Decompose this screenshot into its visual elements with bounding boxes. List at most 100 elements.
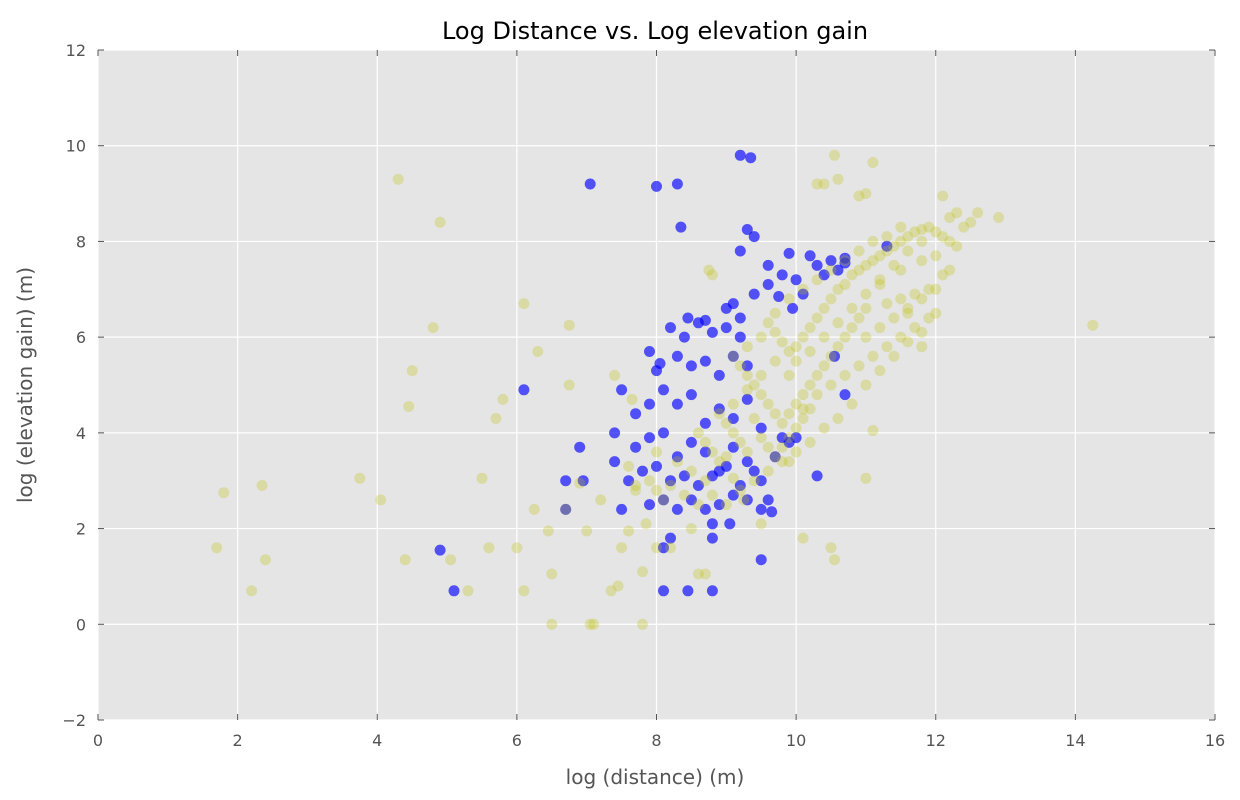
data-point	[626, 393, 638, 405]
data-point	[434, 216, 446, 228]
x-tick-label: 8	[651, 731, 661, 750]
data-point	[762, 317, 774, 329]
data-point	[853, 190, 865, 202]
data-point	[825, 350, 837, 362]
data-point	[490, 413, 502, 424]
data-point	[881, 245, 893, 257]
data-point	[354, 472, 366, 484]
data-point	[916, 255, 928, 267]
x-tick-label: 16	[1205, 731, 1225, 750]
data-point	[811, 470, 823, 482]
x-tick-label: 12	[926, 731, 946, 750]
data-point	[623, 525, 635, 537]
data-point	[797, 288, 809, 300]
data-point	[528, 503, 540, 515]
data-point	[644, 398, 655, 410]
data-point	[766, 506, 778, 518]
data-point	[748, 465, 760, 477]
data-point	[706, 446, 718, 458]
data-point	[874, 322, 886, 334]
data-point	[685, 360, 697, 372]
data-point	[839, 369, 851, 381]
data-point	[958, 221, 970, 233]
data-point	[825, 255, 837, 267]
data-point	[699, 503, 711, 515]
data-point	[755, 422, 767, 434]
data-point	[748, 379, 760, 391]
data-point	[790, 432, 802, 444]
data-point	[916, 224, 928, 235]
data-point	[616, 384, 628, 396]
data-point	[881, 341, 893, 353]
data-point	[658, 384, 669, 396]
data-point	[783, 247, 795, 259]
x-tick-label: 10	[786, 731, 806, 750]
data-point	[445, 554, 457, 566]
data-point	[818, 269, 830, 281]
data-point	[902, 336, 914, 348]
data-point	[658, 494, 669, 506]
data-point	[867, 425, 879, 436]
data-point	[937, 231, 949, 243]
data-point	[651, 460, 662, 472]
data-point	[734, 484, 746, 496]
y-axis-label: log (elevation gain) (m)	[13, 267, 37, 503]
data-point	[734, 312, 746, 324]
data-point	[476, 472, 488, 484]
data-point	[699, 436, 711, 448]
data-point	[658, 585, 669, 597]
data-point	[448, 585, 460, 597]
data-point	[727, 398, 739, 410]
data-point	[860, 188, 872, 200]
data-point	[581, 525, 593, 537]
data-point	[846, 302, 858, 314]
data-point	[853, 245, 865, 257]
data-point	[755, 503, 767, 515]
y-tick-label: 6	[76, 328, 86, 347]
data-point	[916, 341, 928, 353]
data-point	[832, 317, 844, 329]
data-point	[762, 465, 774, 477]
data-point	[895, 235, 907, 247]
data-point	[671, 456, 683, 468]
data-point	[375, 494, 387, 506]
data-point	[783, 456, 795, 468]
data-point	[665, 480, 676, 491]
data-point	[909, 322, 921, 334]
data-point	[651, 180, 662, 192]
data-point	[741, 369, 753, 381]
data-point	[678, 489, 690, 501]
x-tick-label: 14	[1065, 731, 1085, 750]
data-point	[874, 365, 886, 377]
data-point	[829, 350, 840, 362]
data-point	[685, 389, 697, 401]
data-point	[888, 350, 900, 362]
data-point	[734, 360, 746, 372]
data-point	[518, 585, 530, 597]
data-point	[755, 369, 767, 381]
data-point	[246, 585, 258, 597]
data-point	[881, 240, 893, 252]
data-point	[797, 331, 809, 343]
data-point	[867, 157, 879, 168]
data-point	[825, 293, 837, 305]
data-point	[790, 341, 802, 353]
data-point	[518, 298, 530, 310]
data-point	[741, 360, 753, 372]
data-point	[651, 484, 662, 496]
data-point	[829, 149, 840, 161]
data-point	[839, 279, 851, 290]
data-point	[713, 499, 725, 511]
data-point	[720, 460, 732, 472]
data-point	[916, 326, 928, 338]
data-point	[671, 178, 683, 190]
data-point	[811, 259, 823, 271]
data-point	[769, 451, 781, 463]
data-point	[762, 441, 774, 453]
data-point	[804, 322, 816, 334]
data-point	[748, 231, 760, 243]
data-point	[574, 477, 586, 489]
data-point	[846, 322, 858, 334]
data-point	[727, 441, 739, 453]
data-point	[623, 475, 635, 487]
